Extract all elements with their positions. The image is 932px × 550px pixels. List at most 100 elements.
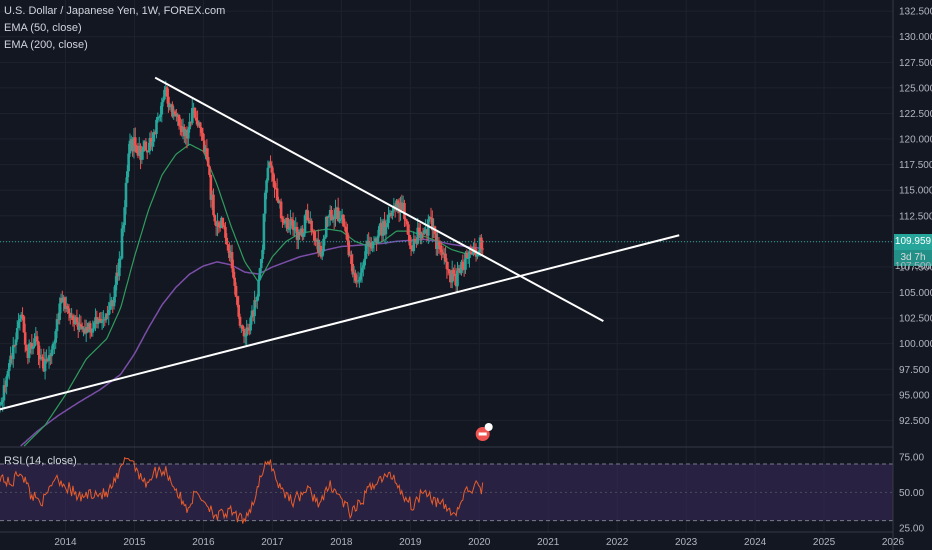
candle-body: [346, 232, 349, 241]
candle-body: [291, 220, 295, 230]
time-tick-label: 2022: [606, 537, 629, 548]
candle-body: [441, 252, 445, 255]
rsi-pane: [0, 446, 893, 524]
candle-body: [111, 300, 115, 307]
candle-body: [277, 200, 280, 204]
candle-body: [107, 309, 111, 316]
candle-body: [351, 263, 355, 275]
candle-body: [127, 153, 130, 172]
candle-body: [440, 249, 443, 253]
candle-body: [177, 114, 181, 126]
candle-body: [360, 267, 364, 273]
rsi-legend[interactable]: RSI (14, close): [4, 455, 77, 467]
candle-body: [42, 358, 46, 372]
candle-body: [416, 227, 420, 244]
candle-body: [238, 316, 242, 326]
candle-body: [311, 230, 315, 232]
candle-body: [179, 125, 182, 127]
candle-body: [23, 332, 27, 345]
candle-body: [452, 269, 455, 274]
ascending-trendline[interactable]: [0, 234, 680, 411]
candle-body: [395, 200, 398, 209]
candle-body: [322, 238, 325, 252]
dividend-event-icon[interactable]: [475, 423, 493, 441]
ema50-legend[interactable]: EMA (50, close): [4, 22, 82, 34]
candle-body: [383, 221, 386, 235]
price-tick-label: 115.000: [899, 186, 932, 197]
candle-body: [218, 227, 222, 229]
rsi-tick-label: 25.00: [899, 523, 924, 534]
candle-body: [98, 318, 101, 320]
candle-body: [26, 350, 30, 358]
candle-body: [137, 145, 141, 156]
candle-body: [228, 250, 231, 259]
candle-body: [330, 209, 333, 221]
candle-body: [246, 327, 250, 329]
candle-body: [61, 297, 64, 303]
candle-body: [197, 122, 201, 126]
candle-body: [83, 328, 87, 334]
candle-body: [425, 229, 429, 236]
candle-body: [226, 244, 230, 251]
candle-body: [82, 328, 85, 330]
candle-body: [96, 318, 100, 324]
candle-body: [448, 269, 451, 274]
candle-body: [421, 233, 425, 235]
candle-body: [352, 272, 356, 275]
candle-body: [397, 204, 401, 213]
candle-body: [375, 238, 378, 244]
candle-body: [415, 240, 418, 244]
candle-body: [334, 209, 337, 220]
candle-body: [240, 325, 243, 327]
candle-body: [46, 359, 50, 361]
symbol-legend[interactable]: U.S. Dollar / Japanese Yen, 1W, FOREX.co…: [4, 5, 226, 17]
candle-body: [149, 137, 153, 147]
candle-body: [65, 306, 68, 309]
candle-body: [185, 129, 189, 139]
candle-body: [370, 242, 373, 249]
time-tick-label: 2023: [675, 537, 698, 548]
candle-body: [315, 239, 319, 242]
candle-body: [364, 244, 368, 259]
candle-body: [141, 146, 145, 152]
candle-body: [458, 268, 462, 274]
candle-body: [88, 323, 92, 330]
rsi-line: [0, 456, 484, 524]
candle-body: [71, 315, 75, 321]
candle-body: [354, 272, 357, 281]
candle-body: [409, 245, 413, 250]
candle-body: [323, 237, 327, 239]
candle-body: [19, 314, 23, 319]
candle-body: [324, 216, 328, 238]
price-tick-label: 107.500: [899, 262, 932, 273]
candle-body: [147, 151, 150, 153]
candle-body: [164, 87, 168, 90]
candle-body: [9, 355, 12, 364]
candle-body: [454, 276, 458, 287]
candle-body: [55, 319, 59, 332]
candle-body: [201, 132, 205, 141]
candle-body: [99, 319, 103, 323]
candle-body: [249, 317, 252, 331]
candle-body: [22, 316, 26, 333]
candle-body: [18, 318, 22, 322]
ema200-legend[interactable]: EMA (200, close): [4, 39, 88, 51]
candle-body: [431, 218, 434, 231]
candle-body: [200, 127, 203, 133]
candle-body: [214, 221, 218, 227]
candle-body: [419, 231, 422, 239]
candle-body: [380, 222, 384, 236]
candle-body: [118, 258, 121, 277]
candle-body: [34, 336, 38, 339]
price-tick-label: 117.500: [899, 160, 932, 171]
candle-body: [244, 335, 247, 337]
candle-body: [151, 141, 154, 147]
candle-body: [217, 222, 221, 228]
trendlines[interactable]: [0, 76, 680, 411]
candle-body: [152, 132, 156, 142]
candle-body: [17, 321, 20, 329]
price-tick-label: 95.000: [899, 390, 930, 401]
descending-trendline[interactable]: [154, 76, 604, 323]
candle-body: [278, 201, 282, 204]
